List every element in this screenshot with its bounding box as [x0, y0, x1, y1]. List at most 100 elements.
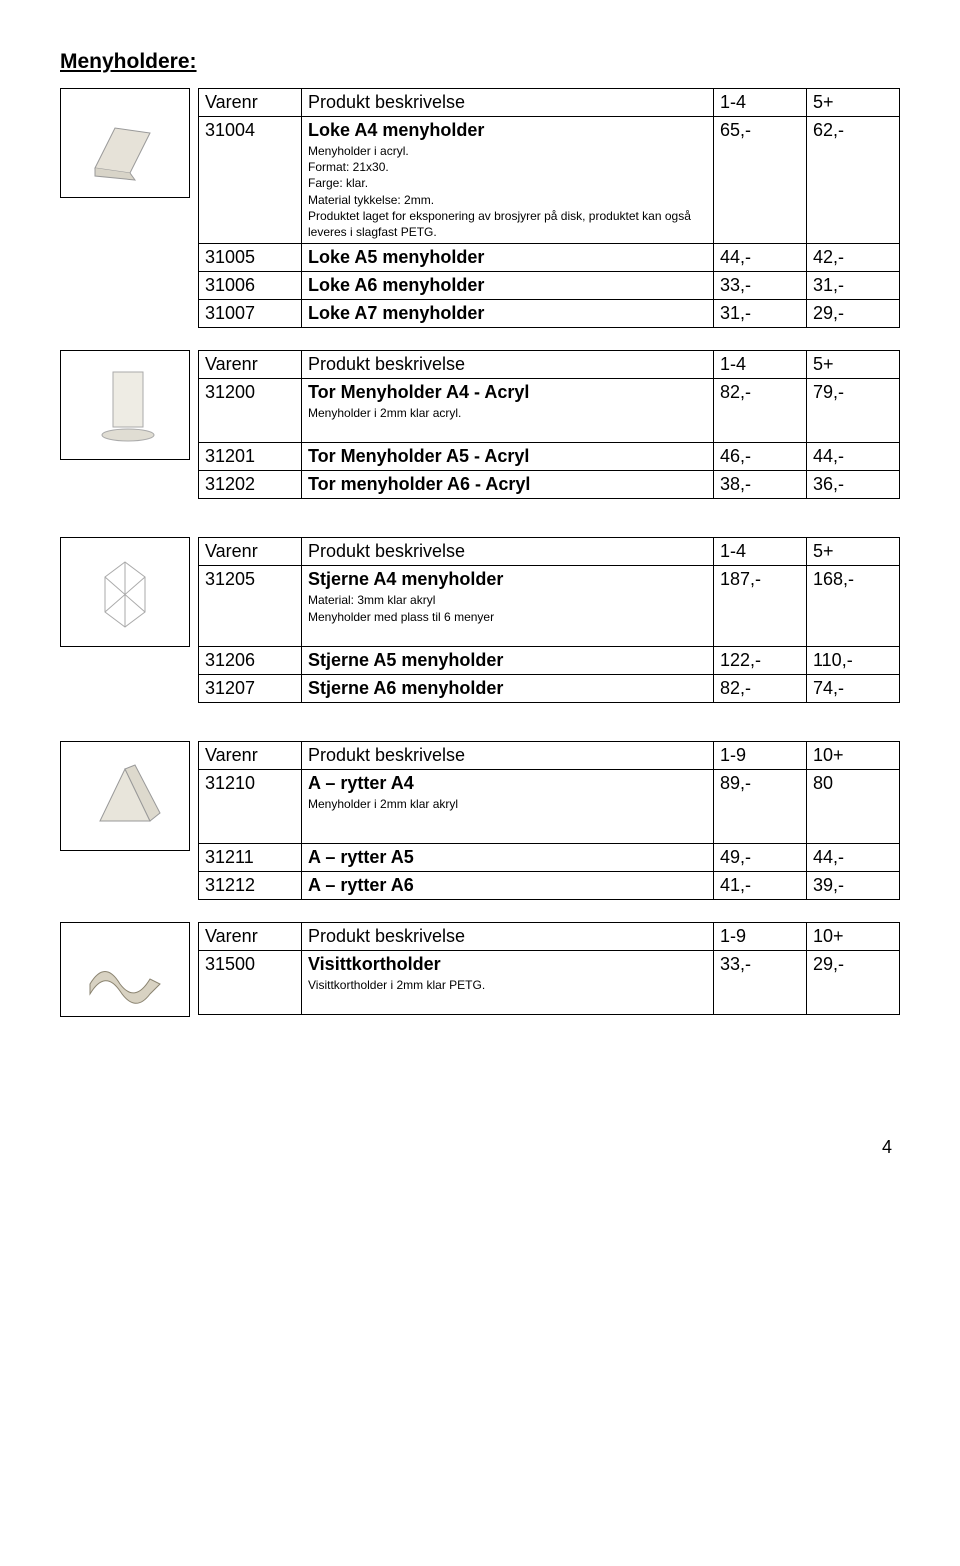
cell-p1: 33,-: [714, 272, 807, 300]
col-header-produkt: Produkt beskrivelse: [302, 741, 714, 769]
cell-varenr: 31207: [199, 674, 302, 702]
cell-varenr: 31206: [199, 646, 302, 674]
table-row: 31005 Loke A5 menyholder 44,- 42,-: [199, 244, 900, 272]
cell-desc: A – rytter A4 Menyholder i 2mm klar akry…: [302, 769, 714, 843]
page-number: 4: [60, 1137, 900, 1158]
col-header-produkt: Produkt beskrivelse: [302, 538, 714, 566]
cell-desc: Loke A7 menyholder: [302, 300, 714, 328]
table-row: 31206 Stjerne A5 menyholder 122,- 110,-: [199, 646, 900, 674]
col-header-p2: 10+: [807, 922, 900, 950]
product-name: Stjerne A6 menyholder: [308, 678, 503, 698]
product-name: Loke A7 menyholder: [308, 303, 484, 323]
cell-p1: 38,-: [714, 471, 807, 499]
table-row: 31210 A – rytter A4 Menyholder i 2mm kla…: [199, 769, 900, 843]
col-header-p1: 1-4: [714, 351, 807, 379]
product-image-placeholder: [60, 537, 190, 647]
table-row: 31006 Loke A6 menyholder 33,- 31,-: [199, 272, 900, 300]
col-header-varenr: Varenr: [199, 922, 302, 950]
col-header-p2: 5+: [807, 538, 900, 566]
product-table: Varenr Produkt beskrivelse 1-4 5+ 31205 …: [198, 537, 900, 702]
col-header-p1: 1-9: [714, 741, 807, 769]
product-image-placeholder: [60, 741, 190, 851]
cell-desc: Visittkortholder Visittkortholder i 2mm …: [302, 950, 714, 1014]
table-row: 31200 Tor Menyholder A4 - Acryl Menyhold…: [199, 379, 900, 443]
table-row: 31207 Stjerne A6 menyholder 82,- 74,-: [199, 674, 900, 702]
table-row: 31205 Stjerne A4 menyholder Material: 3m…: [199, 566, 900, 646]
table-row: 31500 Visittkortholder Visittkortholder …: [199, 950, 900, 1014]
cell-desc: Loke A6 menyholder: [302, 272, 714, 300]
product-name: Tor menyholder A6 - Acryl: [308, 474, 530, 494]
cell-varenr: 31200: [199, 379, 302, 443]
cell-p1: 31,-: [714, 300, 807, 328]
cell-varenr: 31210: [199, 769, 302, 843]
cell-p2: 80: [807, 769, 900, 843]
cell-desc: Tor Menyholder A4 - Acryl Menyholder i 2…: [302, 379, 714, 443]
cell-desc: Stjerne A4 menyholder Material: 3mm klar…: [302, 566, 714, 646]
cell-p1: 49,-: [714, 843, 807, 871]
col-header-produkt: Produkt beskrivelse: [302, 351, 714, 379]
cell-p2: 36,-: [807, 471, 900, 499]
product-desc: Menyholder i 2mm klar akryl: [308, 796, 707, 812]
product-block-5: Varenr Produkt beskrivelse 1-9 10+ 31500…: [60, 922, 900, 1017]
product-desc: Menyholder i 2mm klar acryl.: [308, 405, 707, 421]
cell-p2: 44,-: [807, 443, 900, 471]
table-row: 31004 Loke A4 menyholder Menyholder i ac…: [199, 117, 900, 244]
table-row: 31202 Tor menyholder A6 - Acryl 38,- 36,…: [199, 471, 900, 499]
product-name: Loke A4 menyholder: [308, 120, 484, 140]
cell-desc: Stjerne A6 menyholder: [302, 674, 714, 702]
cell-p2: 39,-: [807, 871, 900, 899]
cell-varenr: 31004: [199, 117, 302, 244]
table-row: 31211 A – rytter A5 49,- 44,-: [199, 843, 900, 871]
product-block-3: Varenr Produkt beskrivelse 1-4 5+ 31205 …: [60, 537, 900, 702]
col-header-produkt: Produkt beskrivelse: [302, 89, 714, 117]
cell-p2: 29,-: [807, 950, 900, 1014]
product-name: Stjerne A4 menyholder: [308, 569, 503, 589]
cell-varenr: 31202: [199, 471, 302, 499]
table-row: 31201 Tor Menyholder A5 - Acryl 46,- 44,…: [199, 443, 900, 471]
table-row: 31007 Loke A7 menyholder 31,- 29,-: [199, 300, 900, 328]
cell-varenr: 31212: [199, 871, 302, 899]
col-header-p2: 5+: [807, 89, 900, 117]
cell-p1: 41,-: [714, 871, 807, 899]
cell-desc: Loke A4 menyholder Menyholder i acryl. F…: [302, 117, 714, 244]
table-row: 31212 A – rytter A6 41,- 39,-: [199, 871, 900, 899]
product-desc: Visittkortholder i 2mm klar PETG.: [308, 977, 707, 993]
product-name: Tor Menyholder A5 - Acryl: [308, 446, 529, 466]
col-header-produkt: Produkt beskrivelse: [302, 922, 714, 950]
product-desc: Menyholder i acryl. Format: 21x30. Farge…: [308, 143, 707, 240]
cell-p2: 79,-: [807, 379, 900, 443]
product-image-placeholder: [60, 922, 190, 1017]
cell-desc: Stjerne A5 menyholder: [302, 646, 714, 674]
product-table: Varenr Produkt beskrivelse 1-9 10+ 31500…: [198, 922, 900, 1015]
col-header-p2: 5+: [807, 351, 900, 379]
cell-varenr: 31211: [199, 843, 302, 871]
product-image-placeholder: [60, 88, 190, 198]
product-name: Visittkortholder: [308, 954, 441, 974]
product-block-2: Varenr Produkt beskrivelse 1-4 5+ 31200 …: [60, 350, 900, 499]
col-header-p1: 1-9: [714, 922, 807, 950]
cell-p1: 65,-: [714, 117, 807, 244]
product-name: Tor Menyholder A4 - Acryl: [308, 382, 529, 402]
col-header-p2: 10+: [807, 741, 900, 769]
col-header-p1: 1-4: [714, 538, 807, 566]
product-name: Stjerne A5 menyholder: [308, 650, 503, 670]
product-desc: Material: 3mm klar akryl Menyholder med …: [308, 592, 707, 624]
cell-varenr: 31201: [199, 443, 302, 471]
cell-desc: Loke A5 menyholder: [302, 244, 714, 272]
cell-varenr: 31005: [199, 244, 302, 272]
product-block-1: Varenr Produkt beskrivelse 1-4 5+ 31004 …: [60, 88, 900, 328]
product-table: Varenr Produkt beskrivelse 1-9 10+ 31210…: [198, 741, 900, 900]
col-header-varenr: Varenr: [199, 538, 302, 566]
col-header-varenr: Varenr: [199, 89, 302, 117]
cell-p1: 187,-: [714, 566, 807, 646]
col-header-varenr: Varenr: [199, 351, 302, 379]
cell-p2: 74,-: [807, 674, 900, 702]
cell-p2: 42,-: [807, 244, 900, 272]
cell-varenr: 31006: [199, 272, 302, 300]
product-block-4: Varenr Produkt beskrivelse 1-9 10+ 31210…: [60, 741, 900, 900]
cell-p1: 82,-: [714, 674, 807, 702]
col-header-varenr: Varenr: [199, 741, 302, 769]
cell-p2: 110,-: [807, 646, 900, 674]
cell-p1: 46,-: [714, 443, 807, 471]
cell-p2: 29,-: [807, 300, 900, 328]
